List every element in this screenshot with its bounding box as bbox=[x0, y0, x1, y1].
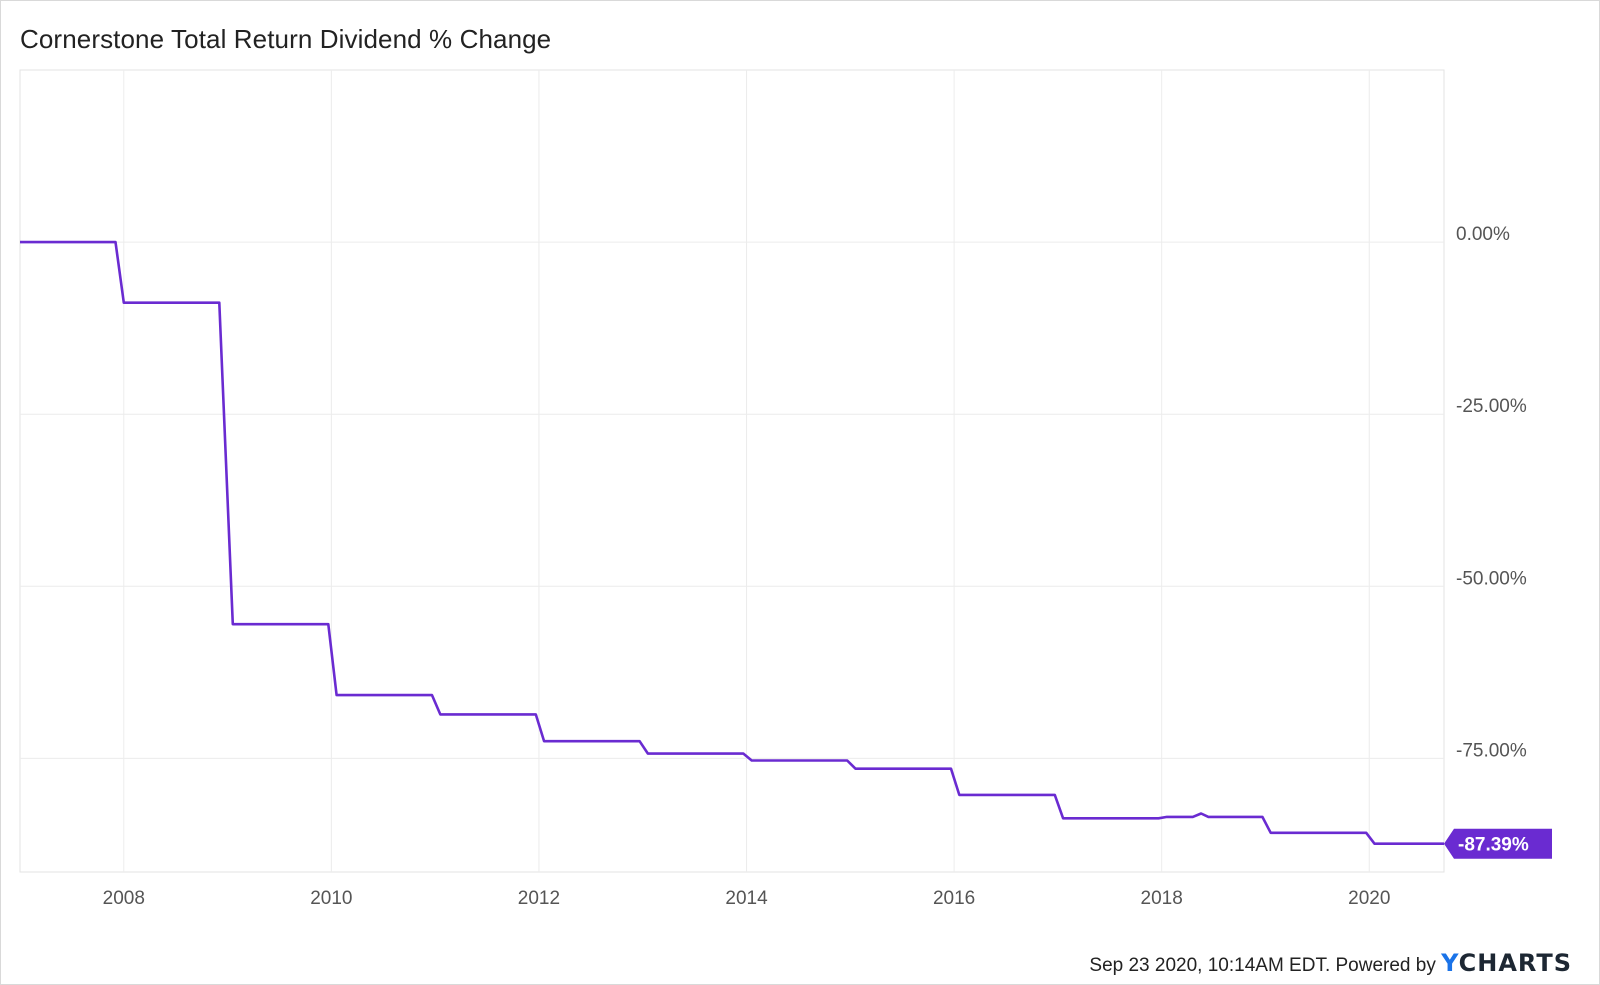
x-tick-label: 2018 bbox=[1141, 888, 1183, 909]
y-tick-label: -25.00% bbox=[1456, 396, 1527, 417]
last-value-badge bbox=[1444, 828, 1552, 859]
y-tick-label: -50.00% bbox=[1456, 568, 1527, 589]
x-tick-label: 2020 bbox=[1348, 888, 1390, 909]
plot-area bbox=[19, 69, 1445, 873]
ycharts-logo[interactable]: YCHARTS bbox=[1441, 949, 1572, 977]
y-tick-label: 0.00% bbox=[1456, 224, 1510, 245]
chart-title: Cornerstone Total Return Dividend % Chan… bbox=[20, 24, 552, 54]
footer-credit: Sep 23 2020, 10:14AM EDT. Powered by YCH… bbox=[1089, 949, 1572, 977]
x-tick-label: 2008 bbox=[103, 888, 145, 909]
x-tick-label: 2010 bbox=[310, 888, 352, 909]
x-tick-label: 2016 bbox=[933, 888, 975, 909]
x-tick-label: 2012 bbox=[518, 888, 560, 909]
y-tick-label: -75.00% bbox=[1456, 740, 1527, 761]
last-value-label: -87.39% bbox=[1458, 835, 1529, 856]
series-line bbox=[20, 240, 1444, 845]
x-tick-label: 2014 bbox=[725, 888, 768, 909]
footer-timestamp: Sep 23 2020, 10:14AM EDT. Powered by bbox=[1089, 955, 1436, 976]
